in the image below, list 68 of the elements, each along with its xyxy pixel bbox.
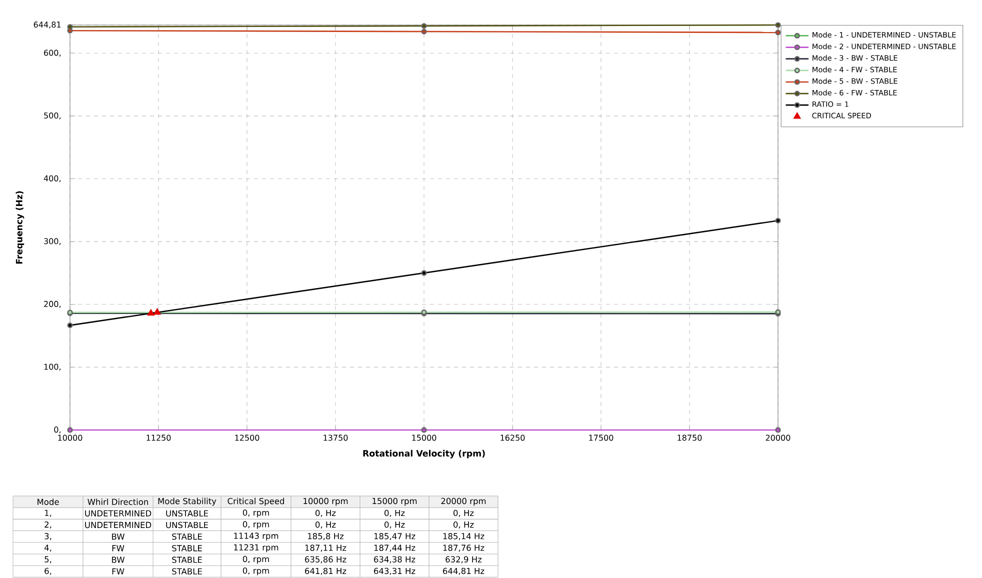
text: 2, bbox=[44, 521, 52, 529]
text: 15000 rpm bbox=[372, 498, 417, 506]
text: 632,9 Hz bbox=[446, 556, 482, 564]
text: 0, rpm bbox=[242, 509, 269, 518]
text: 643,31 Hz bbox=[374, 568, 416, 575]
text: Mode bbox=[38, 498, 59, 505]
text: 187,11 Hz bbox=[305, 544, 346, 552]
text: 10000 rpm bbox=[304, 498, 348, 506]
text: 185,47 Hz bbox=[374, 533, 416, 540]
y-tick-label: 300, bbox=[44, 238, 61, 246]
y-tick-label: 100, bbox=[44, 364, 61, 371]
x-axis-title: Rotational Velocity (rpm) bbox=[363, 450, 485, 458]
text: 11143 rpm bbox=[234, 532, 278, 541]
text: 20000 rpm bbox=[441, 498, 486, 506]
text: STABLE bbox=[172, 545, 202, 552]
x-tick-label: 18750 bbox=[678, 434, 702, 441]
text: 0, rpm bbox=[242, 556, 269, 564]
text: 0, Hz bbox=[316, 510, 336, 517]
text: Critical Speed bbox=[228, 498, 284, 506]
y-tick-label: 400, bbox=[44, 175, 61, 182]
y-tick-label: 0, bbox=[54, 426, 61, 434]
text: FW bbox=[112, 568, 124, 574]
text: UNDETERMINED bbox=[85, 522, 152, 528]
x-tick-label: 20000 bbox=[766, 434, 790, 441]
y-tick-label: 644,81 bbox=[34, 22, 61, 28]
y-axis-title: Frequency (Hz) bbox=[16, 191, 24, 264]
text: UNSTABLE bbox=[166, 510, 208, 517]
text: 635,86 Hz bbox=[305, 556, 346, 564]
text: 0, Hz bbox=[454, 521, 474, 529]
text: UNDETERMINED bbox=[85, 510, 152, 516]
text: 0, rpm bbox=[242, 567, 269, 576]
y-tick-label: 500, bbox=[44, 112, 61, 120]
x-tick-label: 10000 bbox=[58, 434, 82, 441]
text: 634,38 Hz bbox=[374, 556, 416, 564]
text: 0, rpm bbox=[242, 521, 269, 529]
text: 11231 rpm bbox=[234, 544, 278, 552]
text: 187,44 Hz bbox=[374, 544, 416, 552]
text: 3, bbox=[44, 533, 52, 540]
text: 185,14 Hz bbox=[443, 533, 484, 540]
x-tick-label: 16250 bbox=[500, 434, 525, 441]
text: Mode Stability bbox=[158, 498, 216, 506]
text: 0, Hz bbox=[384, 510, 405, 517]
text: 0, Hz bbox=[316, 521, 336, 529]
text: BW bbox=[112, 534, 125, 540]
text: Whirl Direction bbox=[88, 498, 148, 505]
text: 1, bbox=[44, 510, 52, 517]
text: 0, Hz bbox=[454, 510, 474, 517]
x-tick-label: 11250 bbox=[146, 434, 171, 441]
text: 185,8 Hz bbox=[308, 533, 344, 540]
text: 187,76 Hz bbox=[443, 544, 484, 552]
text: STABLE bbox=[172, 556, 202, 563]
x-tick-label: 15000 bbox=[412, 434, 436, 441]
text: BW bbox=[112, 556, 125, 563]
text: 5, bbox=[44, 556, 52, 564]
text: UNSTABLE bbox=[166, 522, 208, 528]
text: STABLE bbox=[172, 533, 202, 540]
y-tick-label: 600, bbox=[44, 50, 61, 57]
y-tick-label: 200, bbox=[44, 300, 61, 308]
text: 644,81 Hz bbox=[443, 568, 484, 575]
x-tick-label: 12500 bbox=[235, 434, 260, 441]
text: FW bbox=[112, 545, 124, 552]
x-tick-label: 13750 bbox=[324, 434, 348, 441]
text: 4, bbox=[44, 544, 52, 552]
text: STABLE bbox=[172, 568, 202, 575]
text: 0, Hz bbox=[384, 521, 405, 529]
text: 6, bbox=[44, 568, 52, 575]
text: 641,81 Hz bbox=[305, 568, 346, 575]
x-tick-label: 17500 bbox=[589, 434, 614, 441]
